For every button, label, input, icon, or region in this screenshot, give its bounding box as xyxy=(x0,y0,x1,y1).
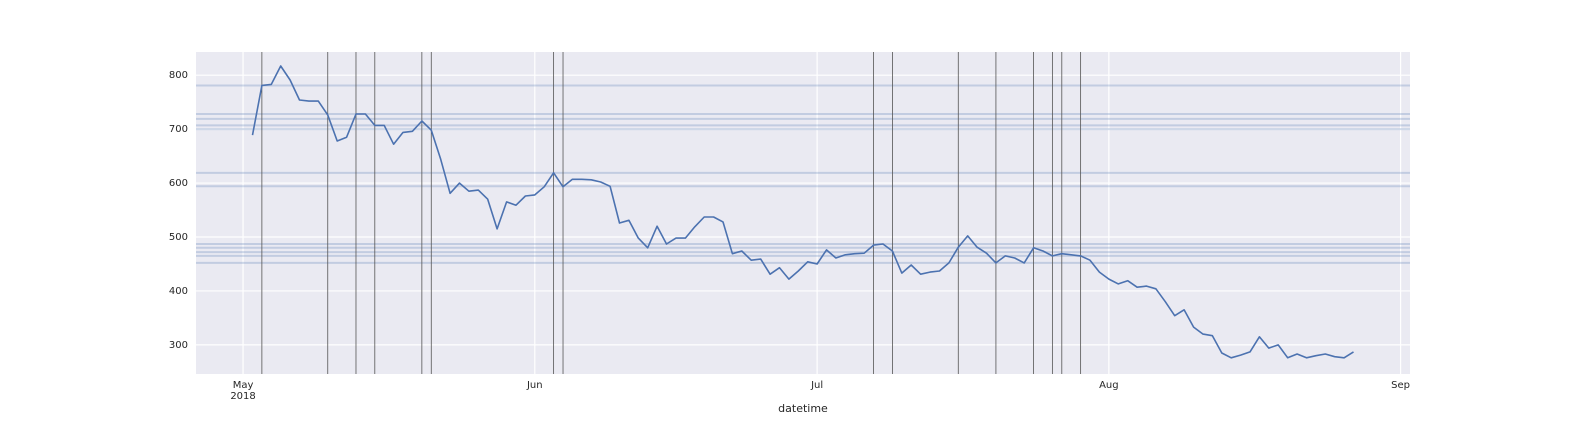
x-tick-label: Jun xyxy=(526,380,543,391)
marks xyxy=(196,52,1410,374)
plot-area xyxy=(196,52,1410,374)
y-tick-label: 700 xyxy=(169,124,188,135)
y-tick-label: 600 xyxy=(169,178,188,189)
x-tick-label: May 2018 xyxy=(230,380,255,402)
y-tick-label: 300 xyxy=(169,340,188,351)
y-tick-label: 800 xyxy=(169,70,188,81)
y-tick-label: 400 xyxy=(169,286,188,297)
data-line xyxy=(251,65,1354,359)
x-tick-label: Aug xyxy=(1099,380,1119,391)
x-tick-label: Sep xyxy=(1391,380,1410,391)
x-tick-label: Jul xyxy=(810,380,823,391)
y-tick-label: 500 xyxy=(169,232,188,243)
grid xyxy=(196,52,1410,374)
x-axis-label: datetime xyxy=(778,402,828,415)
